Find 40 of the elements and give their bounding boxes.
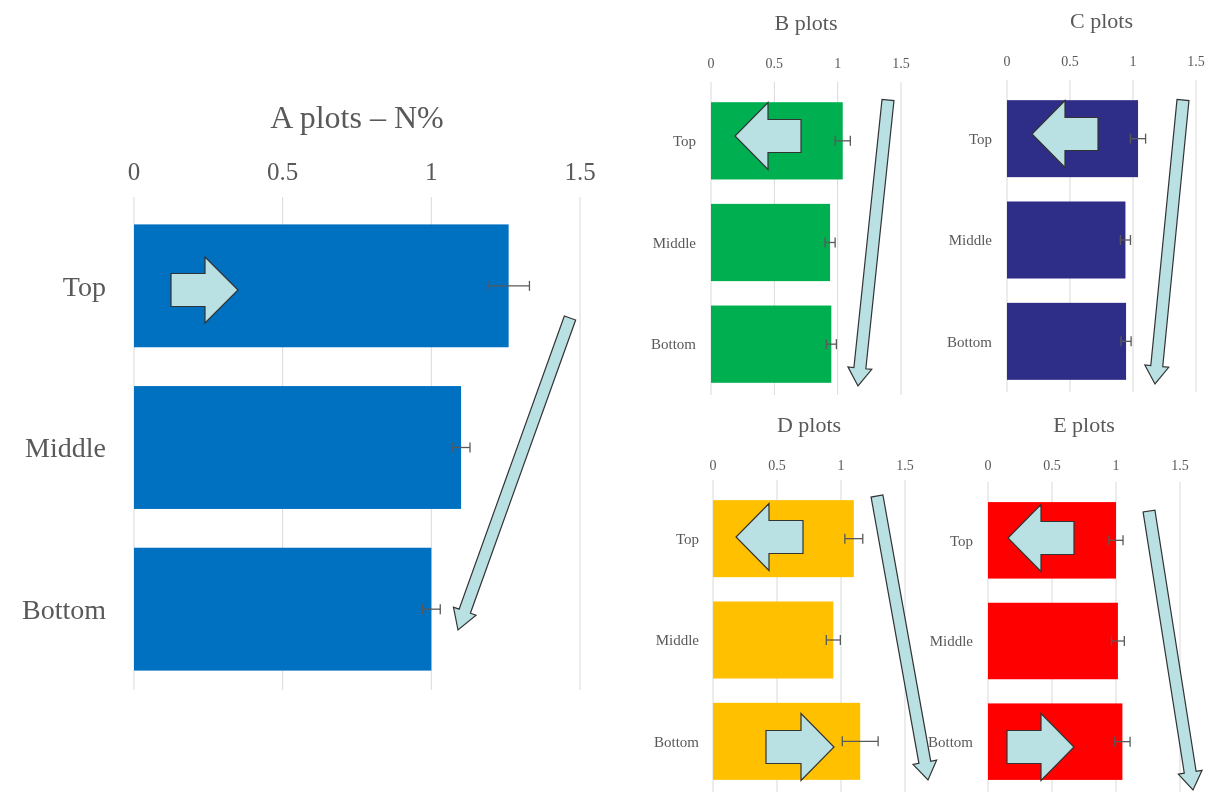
x-tick-label: 1.5 <box>1171 458 1189 473</box>
chart-title: E plots <box>1053 412 1115 437</box>
x-tick-label: 0 <box>1003 54 1011 69</box>
y-tick-label: Top <box>968 130 992 147</box>
x-tick-label: 0.5 <box>1043 458 1061 473</box>
x-tick-label: 1.5 <box>1187 54 1205 69</box>
x-tick-label: 1 <box>834 56 842 71</box>
x-tick-label: 0 <box>709 458 717 473</box>
x-tick-label: 0.5 <box>768 458 786 473</box>
x-tick-label: 0.5 <box>267 158 299 185</box>
x-tick-label: 0 <box>707 56 715 71</box>
y-tick-label: Middle <box>929 633 974 650</box>
y-tick-label: Bottom <box>21 593 107 625</box>
y-tick-label: Bottom <box>927 733 974 750</box>
chart-title: B plots <box>774 10 838 35</box>
y-tick-label: Bottom <box>650 336 697 353</box>
y-tick-label: Bottom <box>946 333 993 350</box>
y-tick-label: Top <box>62 270 106 302</box>
x-tick-label: 1 <box>425 158 438 185</box>
y-tick-label: Top <box>949 532 973 549</box>
y-tick-label: Top <box>675 530 699 547</box>
x-tick-label: 0 <box>127 158 141 185</box>
x-tick-label: 1.5 <box>896 458 914 473</box>
x-tick-label: 1.5 <box>564 158 596 185</box>
x-tick-label: 1 <box>1112 458 1120 473</box>
y-tick-label: Middle <box>25 432 106 464</box>
y-tick-label: Bottom <box>653 733 700 750</box>
chart-title: D plots <box>776 412 842 437</box>
x-tick-label: 0.5 <box>1061 54 1079 69</box>
y-tick-label: Middle <box>948 232 993 249</box>
x-tick-label: 0.5 <box>765 56 784 71</box>
x-tick-label: 1 <box>1129 54 1137 69</box>
chart-title: C plots <box>1070 8 1133 33</box>
chart-title: A plots – N% <box>270 99 444 135</box>
y-tick-label: Top <box>672 133 696 150</box>
x-tick-label: 0 <box>984 458 992 473</box>
y-tick-label: Middle <box>652 234 697 251</box>
y-tick-label: Middle <box>655 632 700 649</box>
x-tick-label: 1 <box>837 458 845 473</box>
x-tick-label: 1.5 <box>892 56 910 71</box>
